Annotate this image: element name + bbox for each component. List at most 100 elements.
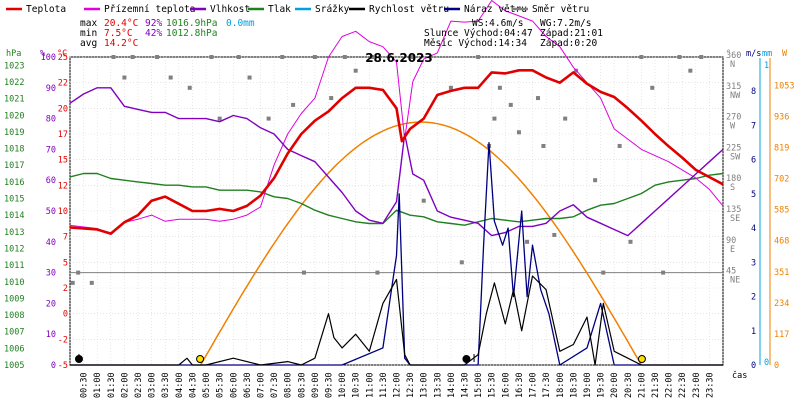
- tick-x: 04:00: [175, 372, 185, 398]
- tick-w: 585: [774, 206, 789, 216]
- tick-x: 07:00: [256, 372, 266, 398]
- legend-label: Náraz větru: [464, 4, 527, 15]
- tick-c: 17: [58, 130, 68, 140]
- tick-x: 20:30: [624, 372, 634, 398]
- tick-pct: 30: [46, 269, 56, 279]
- wind-direction-point: [209, 55, 214, 59]
- tick-pct: 40: [46, 238, 56, 248]
- legend-label: Teplota: [26, 4, 66, 15]
- tick-pct: 70: [46, 145, 56, 155]
- tick-c: 22: [58, 79, 68, 89]
- tick-x: 04:30: [188, 372, 198, 398]
- tick-pct: 10: [46, 330, 56, 340]
- wind-direction-point: [448, 85, 453, 90]
- tick-hpa: 1012: [4, 244, 24, 254]
- wind-direction-point: [353, 68, 358, 73]
- stat-min-press: 1012.8hPa: [166, 28, 217, 39]
- wind-direction-point: [76, 270, 81, 275]
- series-line-n-raz-v-tru: [70, 141, 723, 366]
- tick-x: 11:00: [365, 372, 375, 398]
- axis-label-mm: mm: [762, 49, 772, 59]
- tick-x: 18:00: [556, 372, 566, 398]
- tick-hpa: 1009: [4, 294, 24, 304]
- chart-title: 28.6.2023: [365, 51, 433, 65]
- tick-hpa: 1020: [4, 111, 24, 121]
- tick-c: -5: [58, 361, 68, 371]
- wind-direction-point: [217, 116, 222, 121]
- stat-max-rain: 0.0mm: [226, 18, 255, 29]
- tick-x: 09:00: [311, 372, 321, 398]
- tick-direction-name: SE: [730, 214, 740, 224]
- legend-label: Tlak: [268, 4, 291, 15]
- wind-direction-point: [661, 270, 666, 275]
- tick-x: 16:00: [501, 372, 511, 398]
- tick-w: 117: [774, 330, 789, 340]
- wind-direction-point: [342, 55, 347, 59]
- tick-x: 12:00: [393, 372, 403, 398]
- tick-w: 1053: [774, 81, 794, 91]
- wind-direction-point: [266, 116, 271, 121]
- tick-x: 13:00: [420, 372, 430, 398]
- tick-ms: 8: [751, 87, 756, 97]
- tick-x: 10:00: [338, 372, 348, 398]
- tick-direction-name: S: [730, 183, 735, 193]
- tick-direction-deg: 360: [726, 51, 741, 61]
- tick-ms: 3: [751, 258, 756, 268]
- stat-sun: Slunce Východ:04:47: [424, 28, 533, 39]
- wind-direction-point: [525, 239, 530, 244]
- sunrise-marker: [196, 355, 205, 363]
- tick-x: 12:30: [406, 372, 416, 398]
- tick-hpa: 1005: [4, 361, 24, 371]
- tick-x: 14:00: [447, 372, 457, 398]
- wind-direction-point: [301, 270, 306, 275]
- series-line-tlak: [69, 172, 724, 226]
- tick-x: 19:30: [597, 372, 607, 398]
- wind-direction-point: [601, 270, 606, 275]
- wind-direction-point: [699, 55, 704, 59]
- tick-x: 02:30: [134, 372, 144, 398]
- tick-c: 12: [58, 181, 68, 191]
- axis-label-ms: m/s: [746, 49, 761, 59]
- series-line-vlhkost: [69, 87, 724, 237]
- tick-x: 00:30: [80, 372, 90, 398]
- tick-ms: 0: [751, 361, 756, 371]
- tick-ms: 6: [751, 156, 756, 166]
- wind-direction-point: [563, 116, 568, 121]
- tick-x: 15:30: [488, 372, 498, 398]
- stat-max-temp: 20.4°C: [104, 18, 138, 29]
- wind-direction-point: [410, 55, 415, 59]
- tick-w: 819: [774, 144, 789, 154]
- tick-x: 06:30: [243, 372, 253, 398]
- stat-ws: WS:4.6m/s: [472, 18, 523, 29]
- stat-wg: WG:7.2m/s: [540, 18, 591, 29]
- tick-x: 17:00: [529, 372, 539, 398]
- tick-direction-deg: 135: [726, 205, 741, 215]
- legend-label: Srážky: [315, 4, 350, 15]
- tick-hpa: 1022: [4, 78, 24, 88]
- legend-label: Vlhkost: [210, 4, 250, 15]
- wind-direction-point: [122, 75, 127, 80]
- tick-mm: 0: [764, 358, 769, 368]
- tick-x: 08:30: [297, 372, 307, 398]
- tick-w: 0: [774, 361, 779, 371]
- tick-hpa: 1013: [4, 228, 24, 238]
- tick-x: 01:00: [93, 372, 103, 398]
- stat-min-label: min: [80, 28, 97, 39]
- tick-pct: 90: [46, 84, 56, 94]
- tick-direction-deg: 90: [726, 236, 736, 246]
- stats-panel: max 20.4°C 92% 1016.9hPa 0.0mm min 7.5°C…: [80, 18, 603, 49]
- wind-direction-point: [247, 75, 252, 80]
- series-group: [69, 0, 724, 366]
- axis-label-c: °C: [57, 49, 67, 59]
- tick-direction-name: NW: [730, 91, 741, 101]
- tick-hpa: 1011: [4, 261, 24, 271]
- tick-pct: 0: [51, 361, 56, 371]
- tick-w: 234: [774, 299, 789, 309]
- wind-direction-point: [628, 239, 633, 244]
- wind-direction-point: [459, 260, 464, 265]
- tick-hpa: 1015: [4, 195, 24, 205]
- wind-direction-point: [168, 75, 173, 80]
- stat-moonset: Západ:0:20: [540, 38, 597, 49]
- tick-w: 351: [774, 268, 789, 278]
- stat-min-temp: 7.5°C: [104, 28, 133, 39]
